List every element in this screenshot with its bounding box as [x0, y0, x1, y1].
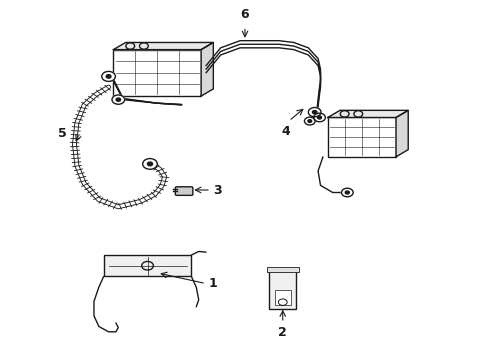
Circle shape [318, 116, 321, 119]
Bar [275, 290, 291, 305]
Bar [267, 267, 298, 272]
Bar [114, 50, 201, 96]
Circle shape [308, 120, 312, 122]
Polygon shape [114, 42, 213, 50]
Text: 3: 3 [213, 184, 222, 197]
Circle shape [102, 71, 116, 81]
Circle shape [106, 75, 111, 78]
FancyBboxPatch shape [175, 187, 193, 195]
Polygon shape [328, 111, 408, 117]
Circle shape [342, 188, 353, 197]
Circle shape [345, 191, 349, 194]
Circle shape [147, 162, 152, 166]
Bar [104, 255, 192, 276]
Text: 6: 6 [241, 8, 249, 21]
Text: 4: 4 [281, 125, 290, 138]
Polygon shape [396, 111, 408, 157]
Circle shape [116, 98, 121, 101]
Polygon shape [201, 42, 213, 96]
Circle shape [143, 158, 157, 169]
Circle shape [308, 108, 321, 117]
Circle shape [112, 95, 124, 104]
Circle shape [313, 111, 317, 114]
Bar [328, 117, 396, 157]
Text: 2: 2 [278, 327, 287, 339]
Circle shape [314, 113, 325, 122]
Bar [270, 269, 296, 309]
Text: 5: 5 [58, 127, 67, 140]
Circle shape [304, 117, 315, 125]
Text: 1: 1 [208, 277, 217, 290]
